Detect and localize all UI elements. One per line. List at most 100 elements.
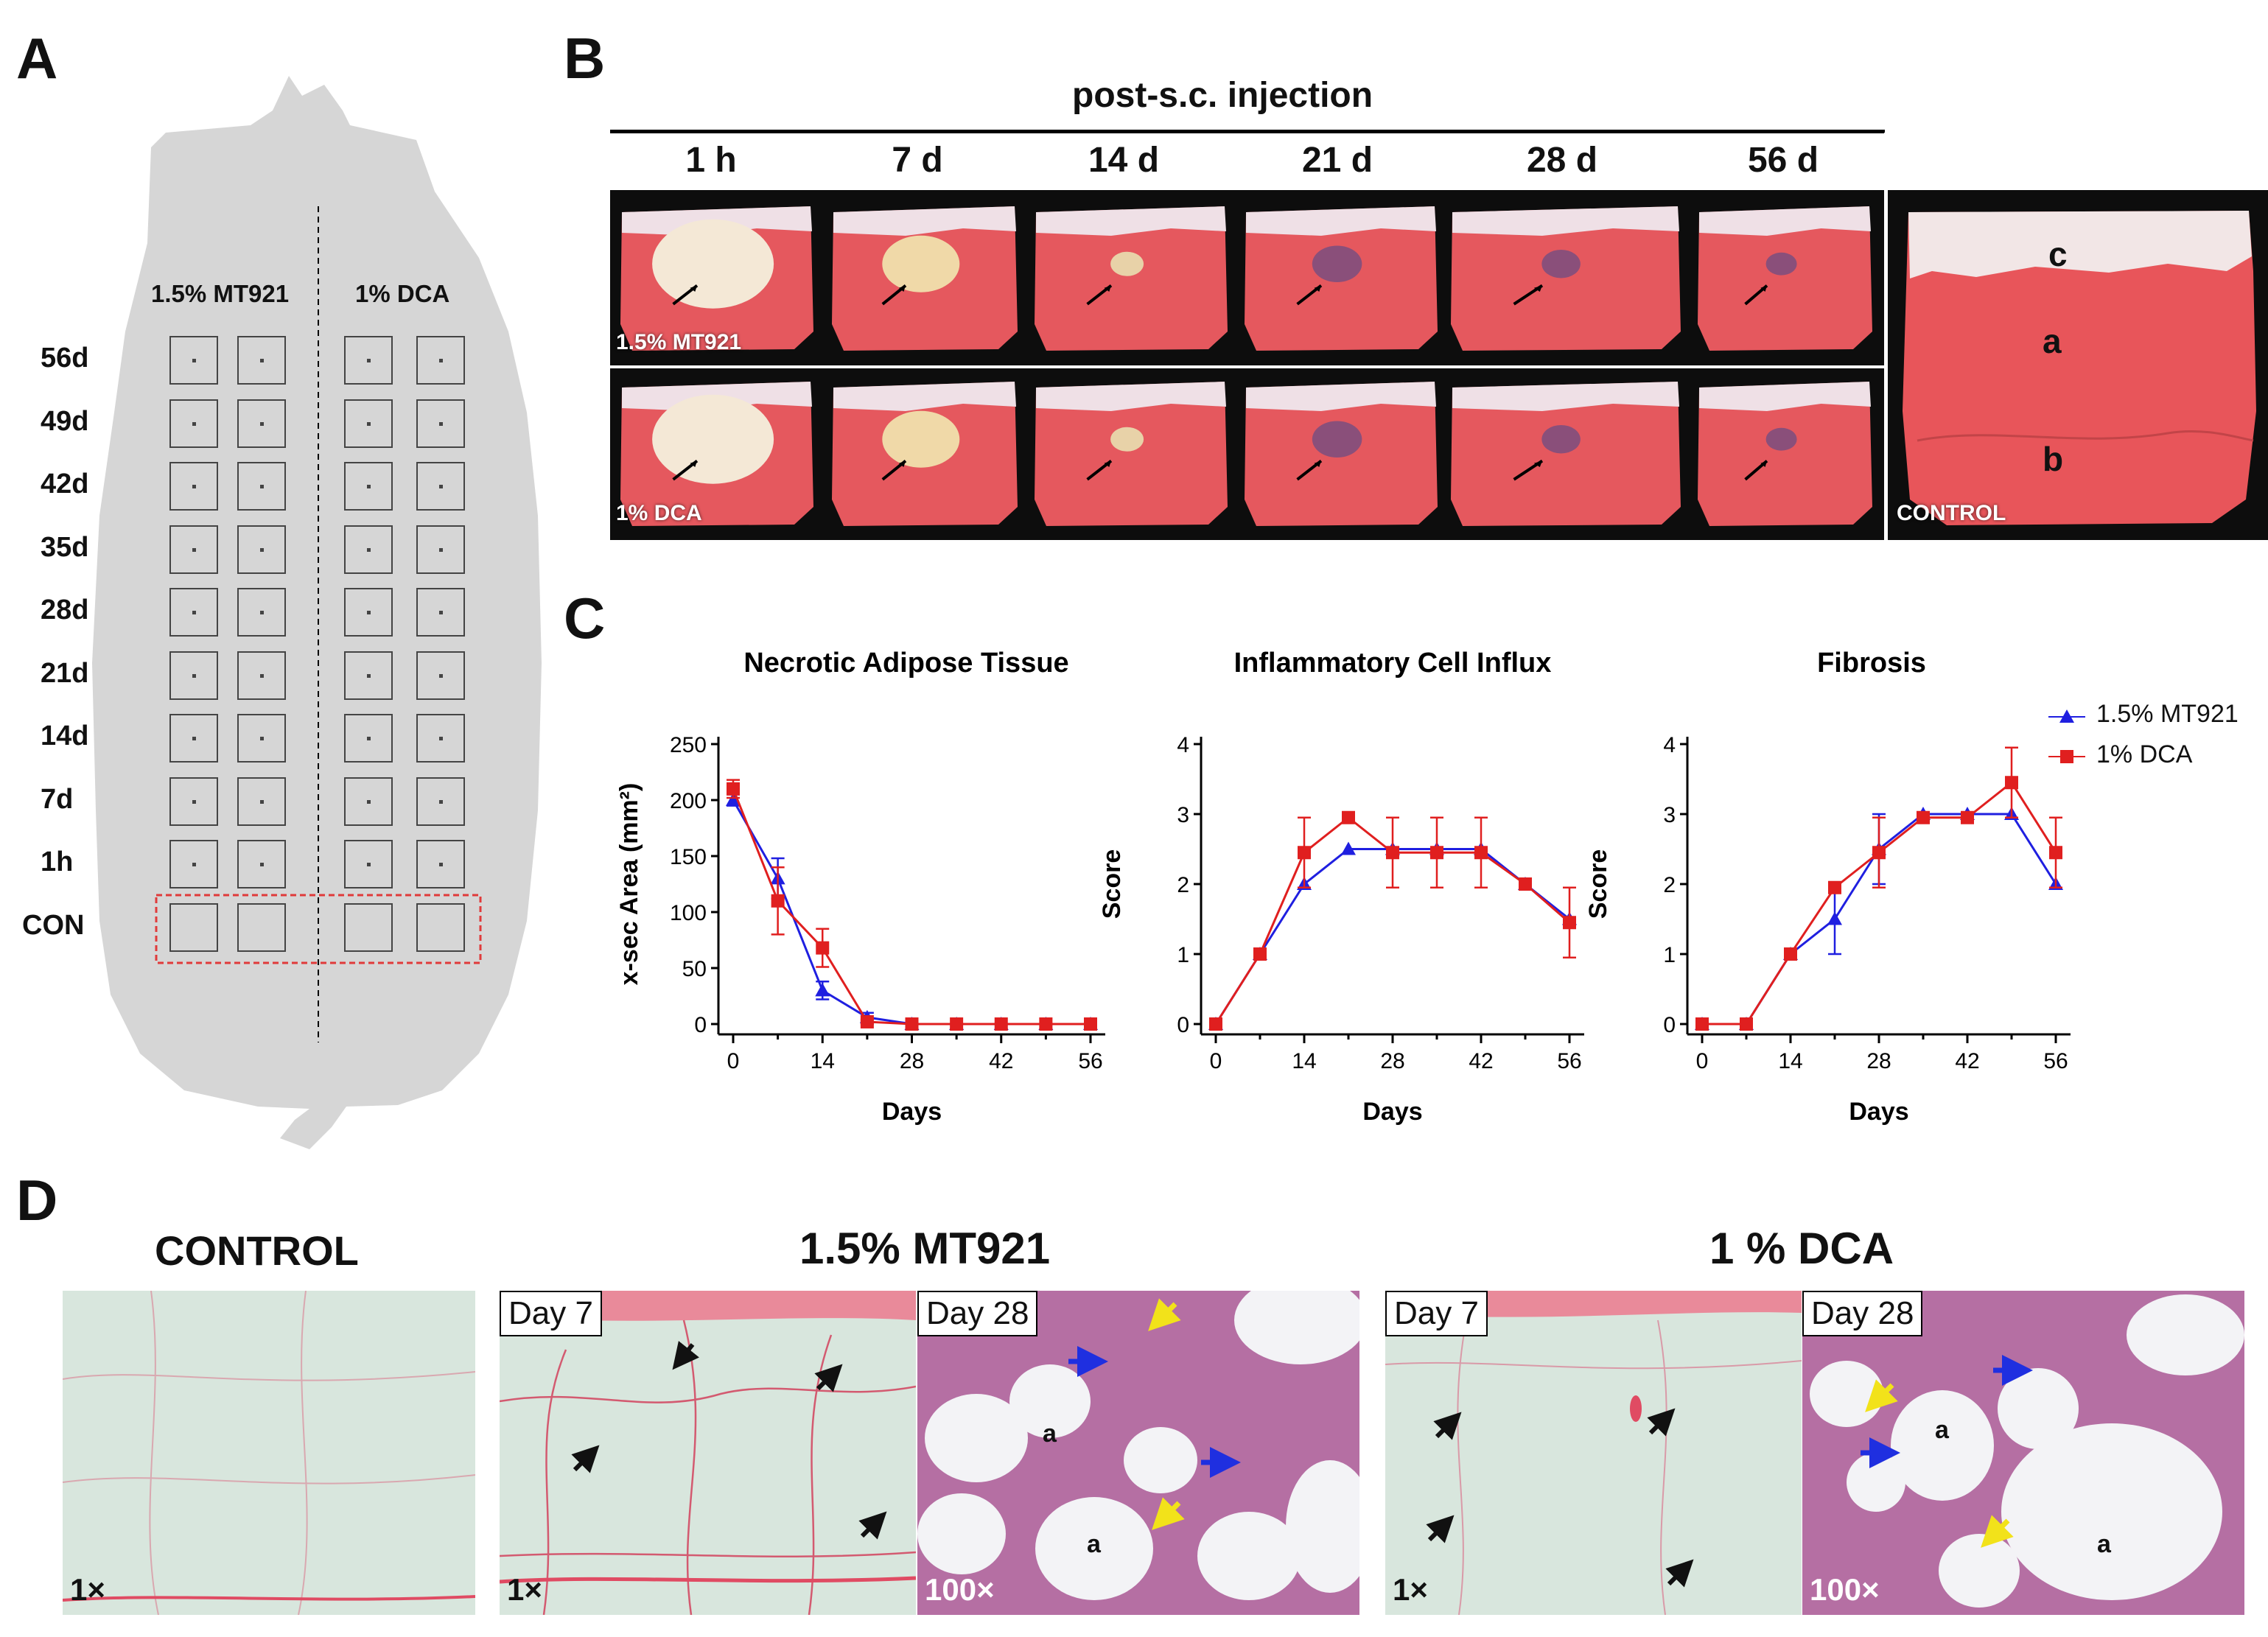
pig-row-label: 35d bbox=[41, 531, 89, 563]
injection-dot bbox=[260, 359, 264, 362]
injection-dot bbox=[367, 673, 371, 678]
data-point-square bbox=[950, 1017, 964, 1031]
panel-c-letter: C bbox=[564, 586, 606, 651]
injection-site-square bbox=[344, 399, 393, 448]
timepoint-label: 7 d bbox=[892, 141, 943, 180]
data-point-square bbox=[1740, 1017, 1753, 1031]
legend-triangle-marker bbox=[2059, 709, 2074, 723]
pig-row-label: 14d bbox=[41, 721, 89, 751]
injection-site-square bbox=[344, 651, 393, 700]
y-tick-label: 2 bbox=[1177, 873, 1189, 897]
pig-row-label: 21d bbox=[41, 657, 89, 689]
legend-markers bbox=[2048, 709, 2085, 763]
hist-dca-day7: Day 7 1× bbox=[1385, 1291, 1802, 1615]
hist-mt921-day28: Day 28 a a 100× bbox=[917, 1291, 1359, 1615]
injection-site-square bbox=[237, 336, 286, 385]
injection-site-square bbox=[416, 399, 465, 448]
injection-dot bbox=[192, 799, 196, 804]
chart-title: Fibrosis bbox=[1817, 648, 1926, 679]
timepoint-label: 1 h bbox=[685, 141, 737, 180]
injection-site-square bbox=[416, 588, 465, 637]
data-point-square bbox=[994, 1017, 1008, 1031]
injection-site-square bbox=[237, 840, 286, 888]
y-tick-label: 1 bbox=[1663, 943, 1676, 967]
data-point-square bbox=[905, 1017, 919, 1031]
injection-site-square bbox=[169, 777, 218, 826]
timepoint-label: 14 d bbox=[1088, 141, 1160, 180]
injection-site-square bbox=[416, 651, 465, 700]
panel-d-letter: D bbox=[16, 1168, 58, 1233]
injection-dot bbox=[192, 485, 196, 488]
injection-dot bbox=[439, 359, 443, 362]
adipocyte-label-3: a bbox=[1935, 1416, 1949, 1444]
injection-site-square bbox=[237, 525, 286, 574]
data-point-square bbox=[1084, 1017, 1097, 1031]
injection-site-square bbox=[169, 525, 218, 574]
adipocyte-label-4: a bbox=[2097, 1530, 2111, 1558]
tissue-sample bbox=[1451, 206, 1681, 351]
injection-site-square bbox=[416, 525, 465, 574]
tissue-sample bbox=[620, 382, 813, 526]
injection-dot bbox=[439, 863, 443, 866]
injection-dot bbox=[439, 547, 443, 552]
label-day7-mt921: Day 7 bbox=[500, 1291, 602, 1336]
injection-site-square bbox=[344, 902, 393, 952]
tissue-sample bbox=[620, 206, 813, 351]
injection-dot bbox=[367, 359, 371, 362]
data-point-square bbox=[1917, 810, 1930, 824]
col-label-mt921: 1.5% MT921 bbox=[151, 280, 290, 307]
tissue-sample bbox=[1698, 206, 1872, 351]
y-tick-label: 0 bbox=[694, 1013, 707, 1037]
x-axis-label: Days bbox=[882, 1098, 942, 1126]
injection-site-square bbox=[237, 714, 286, 763]
y-tick-label: 100 bbox=[670, 901, 707, 925]
adipocyte-label-2: a bbox=[1087, 1530, 1101, 1558]
hist-mt921-day7-texture bbox=[500, 1291, 916, 1615]
injection-site-square bbox=[169, 840, 218, 888]
injection-dot bbox=[439, 485, 443, 488]
data-point-square bbox=[1430, 846, 1443, 860]
injection-site-square bbox=[237, 588, 286, 637]
y-tick-label: 3 bbox=[1663, 803, 1676, 827]
injection-dot bbox=[260, 485, 264, 488]
x-axis-label: Days bbox=[1362, 1098, 1422, 1126]
tissue-sample bbox=[1035, 382, 1228, 526]
data-point-square bbox=[1298, 846, 1311, 860]
chart-title: Necrotic Adipose Tissue bbox=[743, 648, 1068, 679]
x-tick-label: 28 bbox=[1380, 1049, 1404, 1073]
y-tick-label: 2 bbox=[1663, 873, 1676, 897]
data-point-square bbox=[1519, 877, 1532, 891]
injection-dot bbox=[260, 421, 264, 426]
control-photo-label: CONTROL bbox=[1897, 501, 2006, 525]
injection-site-square bbox=[344, 462, 393, 511]
injection-dot bbox=[192, 737, 196, 740]
injection-dot bbox=[367, 421, 371, 426]
x-tick-label: 14 bbox=[1778, 1049, 1802, 1073]
data-point-square bbox=[1784, 947, 1797, 961]
data-point-square bbox=[1342, 810, 1355, 824]
data-point-square bbox=[1961, 810, 1974, 824]
injection-dot bbox=[260, 863, 264, 866]
mag-mt921-day7: 1× bbox=[507, 1572, 542, 1607]
control-tissue bbox=[1903, 211, 2256, 525]
tissue-sample bbox=[1035, 206, 1228, 351]
x-tick-label: 0 bbox=[1696, 1049, 1709, 1073]
injection-site-square bbox=[169, 588, 218, 637]
data-point-triangle bbox=[1827, 911, 1842, 925]
data-point-triangle bbox=[815, 983, 830, 997]
legend-dca: 1% DCA bbox=[2096, 740, 2193, 768]
injection-dot bbox=[192, 421, 196, 426]
timepoint-label: 56 d bbox=[1747, 141, 1819, 180]
injection-dot bbox=[367, 737, 371, 740]
pig-row-label: 42d bbox=[41, 469, 89, 499]
pig-diagram bbox=[92, 76, 542, 1149]
header-rule bbox=[610, 130, 1885, 133]
y-tick-label: 4 bbox=[1177, 733, 1189, 757]
x-tick-label: 56 bbox=[1557, 1049, 1581, 1073]
legend-mt921: 1.5% MT921 bbox=[2096, 700, 2239, 728]
injection-dot bbox=[192, 359, 196, 362]
data-point-square bbox=[860, 1014, 874, 1028]
injection-dot bbox=[260, 737, 264, 740]
